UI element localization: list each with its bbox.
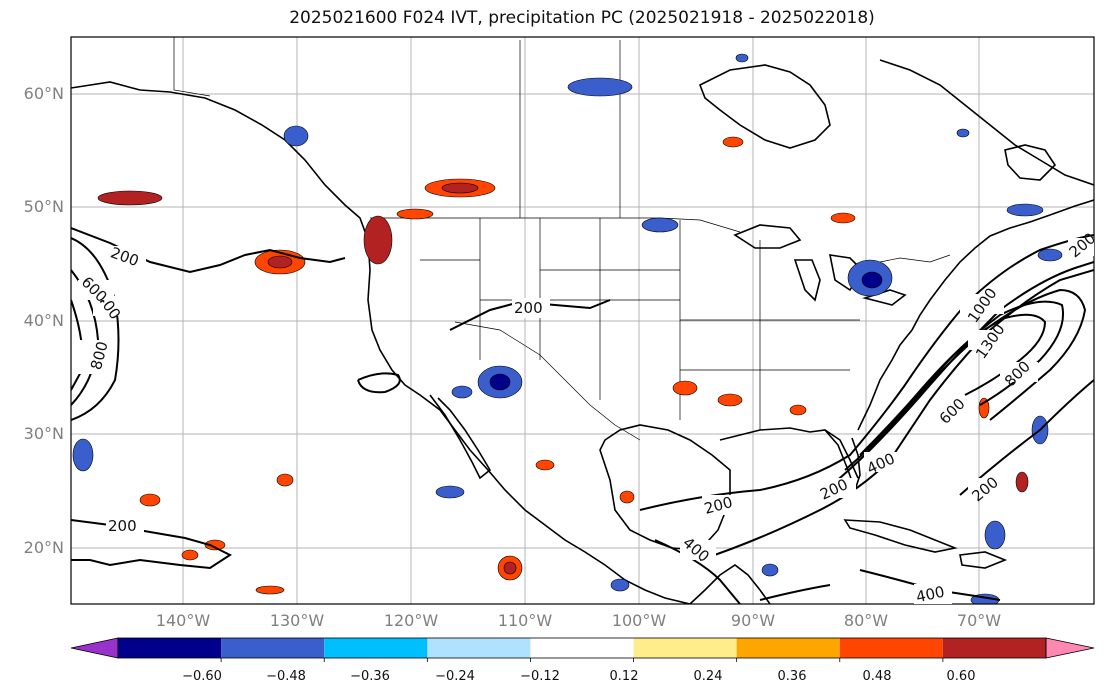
colorbar-segment (633, 638, 737, 658)
colorbar-over-arrow (1045, 637, 1095, 659)
political-borders (173, 37, 951, 441)
colorbar-outline (117, 637, 1047, 659)
contour-label: 200 (108, 517, 137, 535)
colorbar-segment (324, 638, 428, 658)
colorbar-tick-label: −0.24 (435, 669, 475, 684)
colorbar-tick-label: 0.24 (694, 669, 723, 684)
lon-label-90w: 90°W (731, 611, 775, 630)
colorbar-tick-label: −0.12 (520, 669, 560, 684)
latitude-labels: 60°N 50°N 40°N 30°N 20°N (24, 84, 64, 557)
lat-label-40n: 40°N (24, 311, 64, 330)
colorbar-segment (530, 638, 634, 658)
colorbar-tick-label: 0.12 (610, 669, 639, 684)
longitude-labels: 140°W 130°W 120°W 110°W 100°W 90°W 80°W … (156, 611, 1001, 630)
colorbar-segment (736, 638, 840, 658)
colorbar-segments (70, 637, 1095, 659)
contour-label: 200 (514, 299, 543, 317)
lon-label-140w: 140°W (156, 611, 211, 630)
lon-label-80w: 80°W (844, 611, 888, 630)
colorbar-tick-label: −0.60 (182, 669, 222, 684)
colorbar-tick-label: −0.36 (350, 669, 390, 684)
contour-labels: 200 200 200 200 200 200 200 400 400 400 … (78, 229, 1100, 606)
colorbar: −0.60 −0.48 −0.36 −0.24 −0.12 0.12 0.24 … (70, 637, 1095, 684)
colorbar-segment (118, 638, 222, 658)
colorbar-segment (942, 638, 1046, 658)
colorbar-tick-labels: −0.60 −0.48 −0.36 −0.24 −0.12 0.12 0.24 … (182, 669, 975, 684)
colorbar-tick-label: −0.48 (266, 669, 306, 684)
lat-label-30n: 30°N (24, 424, 64, 443)
precipitation-blobs (72, 53, 1063, 604)
colorbar-tick-label: 0.36 (778, 669, 807, 684)
colorbar-segment (839, 638, 943, 658)
colorbar-under-arrow (70, 637, 119, 659)
colorbar-tick-label: 0.48 (863, 669, 892, 684)
colorbar-segment (221, 638, 325, 658)
lat-label-50n: 50°N (24, 197, 64, 216)
colorbar-tick-label: 0.60 (947, 669, 976, 684)
map-title: 2025021600 F024 IVT, precipitation PC (2… (289, 8, 875, 28)
contour-label: 400 (914, 583, 946, 607)
lat-label-60n: 60°N (24, 84, 64, 103)
colorbar-segment (427, 638, 531, 658)
colorbar-ticks (220, 658, 944, 662)
lat-label-20n: 20°N (24, 538, 64, 557)
lon-label-120w: 120°W (384, 611, 439, 630)
lon-label-70w: 70°W (957, 611, 1001, 630)
lon-label-100w: 100°W (612, 611, 667, 630)
map-frame (70, 36, 1095, 605)
lon-label-130w: 130°W (270, 611, 325, 630)
lon-label-110w: 110°W (498, 611, 553, 630)
